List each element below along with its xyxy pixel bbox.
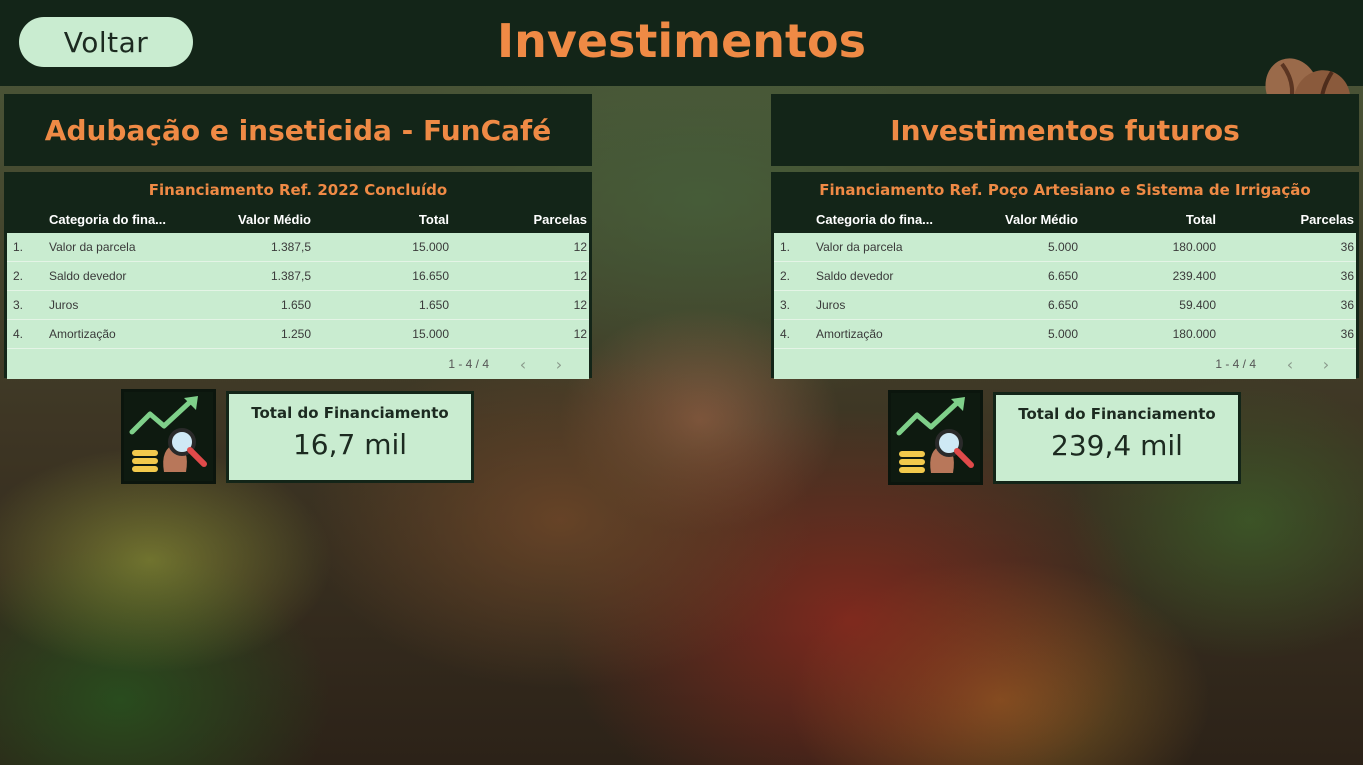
table-row: 3. Juros 6.650 59.400 36 [774,291,1356,320]
row-index: 4. [13,327,24,341]
cell-installments: 12 [573,240,587,254]
column-header-total[interactable]: Total [418,211,449,227]
chevron-left-icon[interactable]: ‹ [519,354,527,374]
cell-installments: 36 [1340,240,1354,254]
cell-average: 6.650 [1047,269,1078,283]
cell-category: Saldo devedor [49,269,127,283]
cell-total: 180.000 [1172,327,1216,341]
chevron-right-icon[interactable]: › [555,354,563,374]
cell-category: Valor da parcela [816,240,903,254]
cell-total: 1.650 [418,298,449,312]
cell-total: 15.000 [412,240,449,254]
kpi-total-financing-right: Total do Financiamento 239,4 mil [993,392,1241,484]
cell-installments: 36 [1340,269,1354,283]
column-header-category[interactable]: Categoria do fina... [816,211,934,227]
table-row: 4. Amortização 1.250 15.000 12 [7,320,589,349]
financing-table-right: Financiamento Ref. Poço Artesiano e Sist… [771,172,1359,379]
chevron-right-icon[interactable]: › [1322,354,1330,374]
panel-title-right: Investimentos futuros [771,94,1359,166]
table-body: 1. Valor da parcela 5.000 180.000 36 2. … [774,233,1356,379]
cell-category: Saldo devedor [816,269,894,283]
panel-title-left: Adubação e inseticida - FunCafé [4,94,592,166]
investment-growth-icon [121,389,216,484]
column-header-average[interactable]: Valor Médio [238,211,311,227]
row-index: 2. [780,269,791,283]
cell-category: Juros [49,298,79,312]
cell-category: Juros [816,298,846,312]
table-pager: 1 - 4 / 4 ‹ › [7,349,589,379]
cell-average: 1.650 [280,298,311,312]
table-caption: Financiamento Ref. Poço Artesiano e Sist… [819,181,1311,199]
cell-total: 239.400 [1172,269,1216,283]
top-bar: Voltar Investimentos [0,0,1363,86]
column-header-installments[interactable]: Parcelas [1300,211,1355,227]
table-pager: 1 - 4 / 4 ‹ › [774,349,1356,379]
table-header: Categoria do fina... Valor Médio Total P… [7,205,589,233]
table-row: 1. Valor da parcela 5.000 180.000 36 [774,233,1356,262]
table-caption: Financiamento Ref. 2022 Concluído [148,181,448,199]
investment-growth-icon [888,390,983,485]
cell-installments: 36 [1340,327,1354,341]
row-index: 2. [13,269,24,283]
back-button[interactable]: Voltar [19,17,193,67]
cell-total: 59.400 [1179,298,1216,312]
table-header: Categoria do fina... Valor Médio Total P… [774,205,1356,233]
row-index: 4. [780,327,791,341]
table-row: 2. Saldo devedor 1.387,5 16.650 12 [7,262,589,291]
cell-category: Amortização [49,327,116,341]
cell-average: 5.000 [1047,327,1078,341]
table-row: 2. Saldo devedor 6.650 239.400 36 [774,262,1356,291]
table-body: 1. Valor da parcela 1.387,5 15.000 12 2.… [7,233,589,379]
pager-range: 1 - 4 / 4 [448,357,489,371]
page-title: Investimentos [496,14,867,68]
table-row: 4. Amortização 5.000 180.000 36 [774,320,1356,349]
cell-average: 1.387,5 [270,269,311,283]
cell-category: Amortização [816,327,883,341]
column-header-average[interactable]: Valor Médio [1005,211,1078,227]
table-row: 3. Juros 1.650 1.650 12 [7,291,589,320]
cell-installments: 12 [573,327,587,341]
cell-average: 6.650 [1047,298,1078,312]
cell-average: 1.387,5 [270,240,311,254]
row-index: 3. [13,298,24,312]
kpi-label: Total do Financiamento [251,404,449,422]
cell-total: 15.000 [412,327,449,341]
cell-average: 1.250 [280,327,311,341]
financing-table-left: Financiamento Ref. 2022 Concluído Catego… [4,172,592,379]
kpi-value: 239,4 mil [1051,429,1183,462]
kpi-total-financing-left: Total do Financiamento 16,7 mil [226,391,474,483]
column-header-category[interactable]: Categoria do fina... [49,211,167,227]
table-row: 1. Valor da parcela 1.387,5 15.000 12 [7,233,589,262]
kpi-value: 16,7 mil [292,428,408,461]
cell-installments: 12 [573,269,587,283]
column-header-total[interactable]: Total [1185,211,1216,227]
row-index: 1. [780,240,791,254]
kpi-label: Total do Financiamento [1018,405,1216,423]
cell-installments: 36 [1340,298,1354,312]
pager-range: 1 - 4 / 4 [1215,357,1256,371]
cell-total: 16.650 [412,269,449,283]
chevron-left-icon[interactable]: ‹ [1286,354,1294,374]
column-header-installments[interactable]: Parcelas [533,211,588,227]
cell-average: 5.000 [1047,240,1078,254]
row-index: 1. [13,240,24,254]
row-index: 3. [780,298,791,312]
cell-category: Valor da parcela [49,240,136,254]
cell-total: 180.000 [1172,240,1216,254]
cell-installments: 12 [573,298,587,312]
